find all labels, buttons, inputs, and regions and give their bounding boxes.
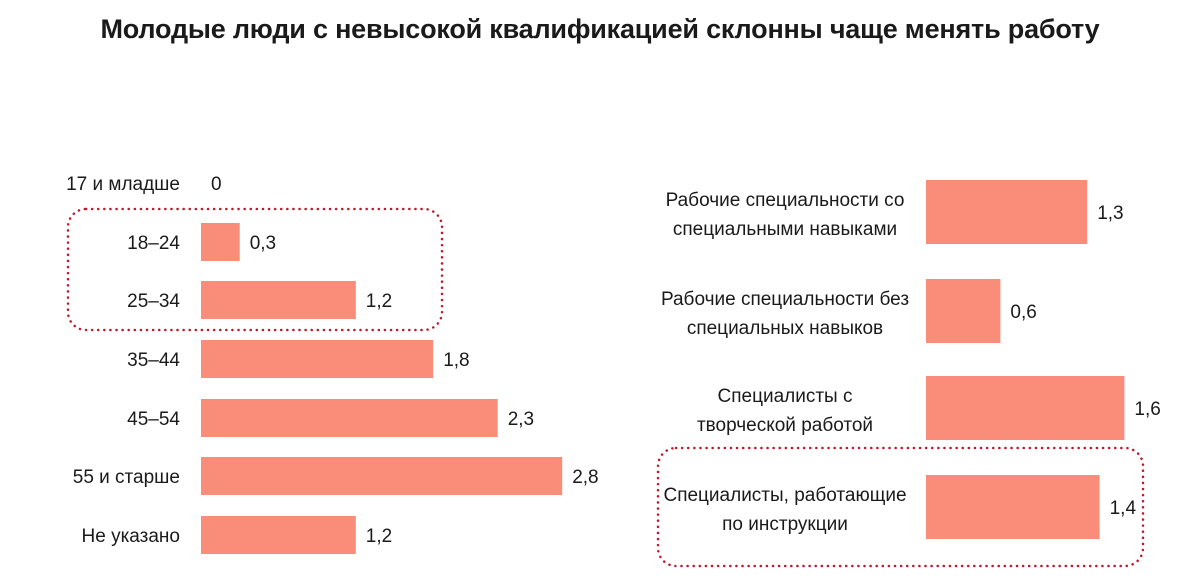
bar xyxy=(926,279,1001,343)
bar xyxy=(201,399,498,437)
category-label: Рабочие специальности со xyxy=(666,190,905,211)
value-label: 0,6 xyxy=(1010,302,1036,323)
category-label: 35–44 xyxy=(127,350,180,371)
value-label: 0,3 xyxy=(250,233,276,254)
bar xyxy=(926,475,1100,539)
category-label: Специалисты, работающие xyxy=(663,485,906,506)
bar xyxy=(201,516,356,554)
category-label: специальными навыками xyxy=(673,219,897,240)
category-label: 25–34 xyxy=(127,291,180,312)
value-label: 1,3 xyxy=(1097,203,1123,224)
value-label: 2,8 xyxy=(572,467,598,488)
value-label: 1,2 xyxy=(366,291,392,312)
chart-title: Молодые люди с невысокой квалификацией с… xyxy=(100,14,1100,44)
bar xyxy=(201,457,563,495)
highlight-box xyxy=(66,207,444,332)
category-label: по инструкции xyxy=(722,514,848,535)
value-label: 1,6 xyxy=(1134,399,1160,420)
bar xyxy=(201,281,356,319)
category-label: 55 и старше xyxy=(73,467,180,488)
value-label: 1,4 xyxy=(1110,498,1137,519)
value-label: 2,3 xyxy=(508,409,534,430)
bar xyxy=(926,376,1125,440)
category-label: 45–54 xyxy=(127,409,180,430)
category-label: Специалисты с xyxy=(718,386,853,407)
category-label: Не указано xyxy=(82,526,181,547)
category-label: 17 и младше xyxy=(66,174,180,195)
category-label: 18–24 xyxy=(127,233,180,254)
highlight-box xyxy=(656,446,1145,568)
bar xyxy=(201,340,434,378)
category-label: специальных навыков xyxy=(687,318,883,339)
category-label: творческой работой xyxy=(697,415,873,436)
bar xyxy=(201,223,240,261)
value-label: 1,2 xyxy=(366,526,392,547)
category-label: Рабочие специальности без xyxy=(661,289,909,310)
value-label: 0 xyxy=(211,174,222,195)
value-label: 1,8 xyxy=(443,350,469,371)
bar xyxy=(926,180,1088,244)
